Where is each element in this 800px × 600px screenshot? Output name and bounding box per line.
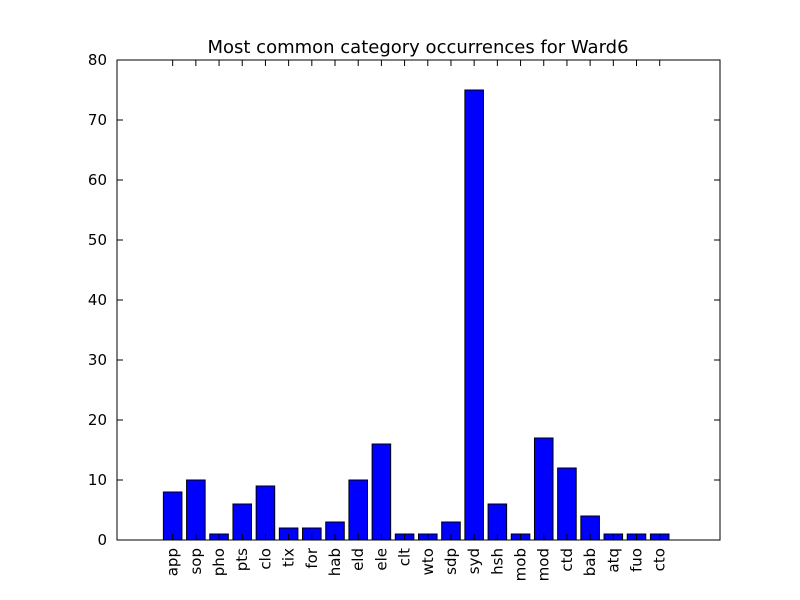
x-tick-label: for bbox=[303, 547, 321, 568]
bar-app bbox=[162, 491, 183, 541]
x-tick-label: atq bbox=[604, 548, 622, 573]
chart-title: Most common category occurrences for War… bbox=[207, 37, 628, 58]
x-tick-label: bab bbox=[581, 548, 599, 576]
x-tick-label: hab bbox=[326, 548, 344, 576]
y-tick-label: 20 bbox=[88, 411, 107, 429]
y-tick-label: 80 bbox=[88, 51, 107, 69]
bars-group bbox=[162, 89, 670, 541]
y-axis: 0 10 20 30 40 50 60 70 80 bbox=[88, 51, 720, 549]
x-tick-label: ele bbox=[372, 548, 390, 571]
x-tick-label: clt bbox=[396, 548, 414, 566]
bar-clo bbox=[255, 485, 276, 541]
y-tick-label: 10 bbox=[88, 471, 107, 489]
x-tick-label: syd bbox=[465, 548, 483, 574]
y-tick-label: 30 bbox=[88, 351, 107, 369]
plot-frame bbox=[116, 59, 721, 541]
bar-syd bbox=[464, 89, 484, 541]
bar-mod bbox=[533, 437, 554, 541]
x-tick-label: mob bbox=[512, 548, 530, 581]
x-tick-label: pts bbox=[233, 548, 251, 571]
y-tick-label: 60 bbox=[88, 171, 107, 189]
x-tick-label: sop bbox=[187, 548, 205, 575]
y-tick-label: 40 bbox=[88, 291, 107, 309]
x-tick-label: mod bbox=[535, 548, 553, 581]
x-tick-label: ctd bbox=[558, 548, 576, 572]
x-tick-label: pho bbox=[210, 548, 228, 576]
x-tick-label: fuo bbox=[628, 548, 646, 572]
x-tick-label: tix bbox=[280, 548, 298, 567]
bar-eld bbox=[348, 479, 368, 541]
x-tick-label: cto bbox=[651, 548, 669, 571]
y-tick-label: 70 bbox=[88, 111, 107, 129]
x-axis: app sop pho pts clo tix for hab eld ele clt wto sdp s… bbox=[164, 60, 669, 581]
y-tick-label: 0 bbox=[97, 531, 107, 549]
x-tick-label: eld bbox=[349, 548, 367, 571]
x-tick-label: clo bbox=[256, 548, 274, 570]
x-tick-label: hsh bbox=[488, 548, 506, 575]
y-tick-label: 50 bbox=[88, 231, 107, 249]
bar-ele bbox=[371, 443, 392, 541]
x-tick-label: sdp bbox=[442, 548, 460, 575]
x-tick-label: wto bbox=[419, 548, 437, 575]
bar-ctd bbox=[557, 467, 577, 541]
bar-sop bbox=[186, 479, 206, 541]
x-tick-label: app bbox=[164, 548, 182, 576]
